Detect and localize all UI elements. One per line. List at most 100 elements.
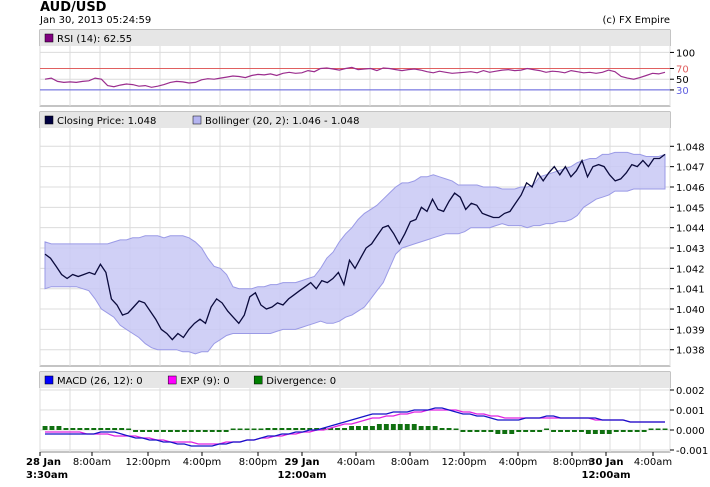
divergence-bar: [174, 430, 180, 432]
divergence-bar: [523, 430, 529, 432]
divergence-bar: [181, 430, 187, 432]
macd-legend-swatch: [253, 375, 263, 385]
divergence-bar: [154, 430, 159, 432]
divergence-bar: [328, 428, 334, 430]
divergence-bar: [230, 428, 236, 430]
divergence-bar: [397, 424, 403, 430]
divergence-bar: [558, 430, 563, 432]
rsi-ytick-label: 50: [676, 75, 689, 86]
divergence-bar: [370, 426, 375, 430]
rsi-legend-bar: [40, 30, 670, 46]
price-legend-label: Bollinger (20, 2): 1.046 - 1.048: [205, 116, 359, 127]
rsi-series-line: [44, 66, 666, 88]
divergence-bar: [209, 430, 215, 432]
price-ytick-label: 1.046: [676, 183, 705, 194]
xtick-label: 29 Jan: [285, 457, 320, 468]
divergence-bar: [516, 430, 522, 432]
divergence-bar: [599, 430, 605, 434]
xtick-label: 4:00am: [634, 457, 672, 468]
divergence-bar: [565, 430, 570, 432]
xtick-label: 8:00am: [73, 457, 111, 468]
divergence-bar: [481, 430, 487, 432]
macd-legend-label: MACD (26, 12): 0: [57, 376, 143, 387]
divergence-bar: [446, 428, 452, 430]
divergence-bar: [286, 428, 292, 430]
closing-price-line: [44, 153, 666, 341]
divergence-bar: [56, 426, 62, 430]
divergence-bar: [453, 428, 459, 430]
divergence-bar: [474, 430, 480, 432]
xtick-label: 30 Jan: [589, 457, 624, 468]
chart-timestamp: Jan 30, 2013 05:24:59: [40, 15, 152, 26]
divergence-bar: [265, 428, 271, 430]
price-legend-swatch: [192, 115, 202, 125]
macd-legend-bar: [40, 372, 670, 388]
divergence-bar: [544, 428, 549, 430]
divergence-bar: [411, 424, 417, 430]
divergence-bar: [258, 428, 264, 430]
divergence-bar: [627, 430, 633, 432]
price-ytick-label: 1.047: [676, 163, 705, 174]
divergence-bar: [244, 428, 250, 430]
macd-legend-swatch: [167, 375, 177, 385]
divergence-bar: [126, 428, 132, 430]
divergence-bar: [202, 430, 208, 432]
xtick-label: 4:00am: [337, 457, 375, 468]
xtick-label: 8:00pm: [239, 457, 278, 468]
price-ytick-label: 1.044: [676, 224, 705, 235]
xtick-sublabel: 12:00am: [278, 470, 327, 481]
divergence-bar: [98, 428, 104, 430]
divergence-bar: [321, 428, 327, 430]
divergence-bar: [42, 426, 48, 430]
xtick-label: 12:00pm: [442, 457, 487, 468]
divergence-bar: [572, 430, 577, 432]
xtick-label: 4:00pm: [499, 457, 538, 468]
divergence-bar: [63, 428, 69, 430]
divergence-bar: [620, 430, 626, 432]
divergence-bar: [439, 428, 445, 430]
divergence-bar: [356, 426, 361, 430]
divergence-bar: [467, 430, 473, 432]
divergence-bar: [105, 428, 111, 430]
xtick-label: 8:00pm: [553, 457, 592, 468]
divergence-bar: [70, 428, 76, 430]
rsi-ytick-label: 30: [676, 86, 689, 97]
divergence-bar: [592, 430, 598, 434]
divergence-bar: [195, 430, 201, 432]
xtick-label: 12:00pm: [126, 457, 171, 468]
rsi-legend-label: RSI (14): 62.55: [57, 34, 132, 45]
rsi-legend-swatch: [44, 33, 54, 43]
divergence-bar: [168, 430, 173, 432]
divergence-bar: [502, 430, 508, 434]
xtick-label: 28 Jan: [26, 457, 61, 468]
divergence-bar: [161, 430, 166, 432]
divergence-bar: [279, 428, 285, 430]
divergence-bar: [488, 430, 494, 432]
divergence-bar: [662, 428, 668, 430]
chart-title: AUD/USD: [40, 0, 107, 15]
divergence-bar: [655, 428, 661, 430]
rsi-ytick-label: 70: [676, 65, 689, 76]
divergence-bar: [425, 426, 431, 430]
price-ytick-label: 1.040: [676, 305, 705, 316]
divergence-bar: [537, 430, 543, 432]
price-ytick-label: 1.039: [676, 325, 705, 336]
rsi-ytick-label: 100: [676, 48, 695, 59]
divergence-bar: [188, 430, 194, 432]
divergence-bar: [579, 430, 584, 432]
divergence-bar: [585, 430, 591, 434]
macd-legend-swatch: [44, 375, 54, 385]
price-legend-label: Closing Price: 1.048: [57, 116, 156, 127]
divergence-bar: [251, 428, 257, 430]
divergence-bar: [237, 428, 243, 430]
divergence-bar: [495, 430, 501, 434]
divergence-bar: [349, 426, 354, 430]
divergence-bar: [119, 428, 125, 430]
divergence-bar: [390, 424, 396, 430]
xtick-sublabel: 12:00am: [582, 470, 631, 481]
price-ytick-label: 1.048: [676, 142, 705, 153]
chart-credit: (c) FX Empire: [602, 15, 671, 26]
bollinger-band: [44, 151, 666, 355]
macd-ytick-label: 0.000: [676, 426, 705, 437]
macd-legend-label: EXP (9): 0: [180, 376, 229, 387]
